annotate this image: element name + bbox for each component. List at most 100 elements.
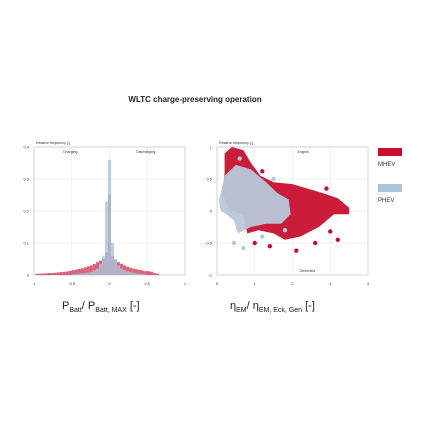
legend-label: PHEV — [378, 198, 394, 204]
histogram-bar — [89, 271, 93, 275]
region-phev — [218, 164, 291, 234]
histogram-bar — [44, 273, 48, 275]
histogram-bar — [153, 273, 157, 275]
scatter-point — [260, 234, 265, 239]
y-tick-label: -1 — [208, 273, 212, 278]
histogram-bar — [132, 272, 136, 275]
histogram-bar — [147, 271, 151, 275]
histogram-bar — [126, 271, 130, 275]
annotation-generator: Generator — [300, 269, 317, 273]
histogram-bar — [156, 273, 160, 275]
y-tick-label: 0.4 — [23, 145, 29, 150]
histogram-bar — [144, 274, 148, 275]
figure-title: WLTC charge-preserving operation — [128, 95, 262, 104]
y-tick-label: 0.2 — [23, 209, 29, 214]
histogram-bar — [62, 271, 66, 275]
histogram-bar — [65, 271, 69, 275]
histogram-bar — [35, 273, 39, 275]
scatter-point — [237, 156, 242, 161]
histogram-bar — [83, 273, 87, 275]
efficiency-xlabel: ηEM/ ηEM, Eck, Gen [-] — [230, 300, 315, 315]
y-axis-label: Relative frequency [-] — [36, 141, 70, 145]
y-tick-label: 0 — [27, 273, 30, 278]
histogram-bar — [129, 271, 133, 275]
histogram-bar — [129, 267, 133, 275]
y-tick-label: 0 — [210, 209, 213, 214]
histogram-bar — [117, 265, 121, 275]
scatter-point — [282, 228, 288, 233]
histogram-panel: -1 -0.5 0 0.5 1 0 0.1 0.2 0.3 0.4 Relative frequen… — [23, 141, 186, 286]
histogram-bar — [135, 269, 139, 275]
histogram-bar — [41, 273, 45, 275]
histogram-bar — [74, 274, 78, 275]
x-tick-label: 2 — [291, 281, 294, 286]
x-tick-label: 1 — [254, 281, 257, 286]
histogram-bar — [92, 270, 96, 275]
histogram-bar — [98, 263, 102, 275]
histogram-bar — [50, 273, 54, 275]
histogram-bar — [80, 268, 84, 275]
histogram-bar — [95, 268, 99, 275]
scatter-point — [271, 176, 276, 182]
legend-swatch — [378, 184, 402, 192]
histogram-bar — [111, 243, 115, 275]
x-tick-label: 0 — [108, 281, 111, 286]
legend: MHEV PHEV — [378, 148, 402, 204]
scatter-point — [312, 240, 318, 246]
x-tick-label: 0 — [216, 281, 219, 286]
histogram-bar — [38, 273, 42, 275]
x-tick-label: 3 — [329, 281, 332, 286]
histogram-bar — [77, 273, 81, 275]
histogram-bar — [138, 269, 142, 275]
scatter-point — [260, 169, 265, 174]
scatter-point — [252, 240, 257, 246]
histogram-bar — [101, 255, 105, 275]
histogram-bar — [150, 271, 154, 275]
histogram-bar — [74, 269, 78, 275]
x-tick-label: -0.5 — [68, 281, 76, 286]
histogram-bar — [141, 270, 145, 275]
histogram-bar — [92, 264, 96, 275]
histogram-bar — [77, 268, 81, 275]
histogram-bar — [132, 268, 136, 275]
y-tick-label: 1 — [210, 145, 213, 150]
histogram-bar — [71, 274, 75, 275]
x-tick-label: 1 — [184, 281, 187, 286]
annotation-discharging: Discharging — [136, 150, 155, 154]
scatter-point — [267, 244, 273, 249]
histogram-bar — [47, 273, 51, 275]
efficiency-panel: 0 1 2 3 4 -1 -0.5 0 0.5 1 Relative frequency [-] En… — [205, 141, 370, 286]
scatter-point — [335, 237, 340, 242]
y-axis-label: Relative frequency [-] — [219, 141, 253, 145]
histogram-bar — [144, 271, 148, 275]
histogram-bar — [56, 272, 60, 275]
histogram-bar — [68, 270, 72, 275]
histogram-bar — [135, 273, 139, 275]
scatter-point — [328, 229, 333, 234]
histogram-bar — [80, 273, 84, 275]
y-tick-label: -0.5 — [205, 241, 213, 246]
scatter-point — [241, 245, 246, 251]
histogram-bar — [114, 259, 118, 275]
histogram-bar — [104, 201, 108, 275]
histogram-bar — [71, 270, 75, 275]
histogram-bar — [86, 266, 90, 275]
annotation-engine: Engine — [297, 150, 308, 154]
histogram-bar — [53, 272, 57, 275]
scatter-point — [324, 186, 329, 191]
histogram-bar — [120, 268, 124, 275]
histogram-bar — [86, 272, 90, 275]
annotation-charging: Charging — [63, 150, 78, 154]
histogram-bar — [141, 274, 145, 275]
histogram-bar — [107, 159, 112, 275]
histogram-bar — [138, 273, 142, 275]
x-tick-label: -1 — [32, 281, 36, 286]
y-tick-label: 0.5 — [206, 177, 212, 182]
legend-swatch — [378, 148, 402, 156]
histogram-xlabel: PBatt/ PBatt, MAX [-] — [62, 300, 140, 315]
legend-label: MHEV — [378, 162, 395, 168]
y-tick-label: 0.1 — [23, 241, 29, 246]
scatter-point — [294, 248, 299, 253]
histogram-bar — [126, 266, 130, 275]
